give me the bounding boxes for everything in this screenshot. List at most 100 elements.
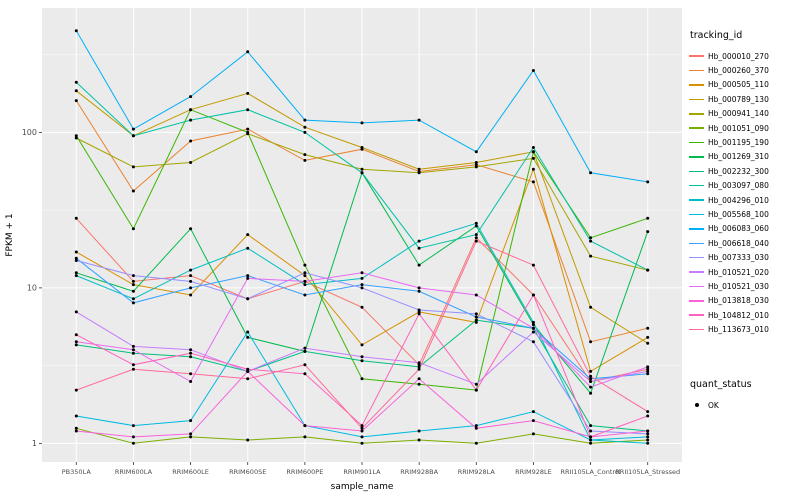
x-tick-label: RRIM600PE [286, 468, 323, 476]
data-point [246, 246, 250, 250]
legend-label: Hb_010521_020 [708, 267, 769, 277]
data-point [474, 239, 478, 243]
data-point [360, 276, 364, 280]
x-tick-label: RRIM901LA [343, 468, 381, 476]
data-point [531, 410, 535, 414]
data-point [74, 136, 78, 140]
data-point [589, 236, 593, 240]
data-point [189, 161, 193, 164]
legend-label: Hb_000260_370 [708, 66, 769, 76]
legend-label-ok: OK [708, 400, 719, 410]
data-point [74, 429, 78, 433]
data-point [303, 153, 307, 157]
data-point [303, 293, 307, 297]
legend-label: Hb_001269_310 [708, 152, 769, 162]
data-point [474, 424, 478, 428]
data-point [589, 239, 593, 243]
data-point [131, 283, 135, 287]
data-point [589, 385, 593, 389]
data-point [303, 279, 307, 283]
legend-label: Hb_004296_010 [708, 195, 769, 205]
legend-key-line-icon [688, 78, 705, 92]
data-point [417, 167, 421, 171]
data-point [531, 330, 535, 334]
data-point [131, 279, 135, 283]
legend-key-line-icon [688, 64, 705, 78]
data-point [474, 315, 478, 319]
data-point [131, 441, 135, 445]
data-point [303, 283, 307, 287]
legend-title-quant-status: quant_status [690, 378, 752, 390]
legend-item-Hb_006083_060: Hb_006083_060 [688, 222, 800, 236]
legend-label: Hb_007333_030 [708, 253, 769, 263]
data-point [246, 108, 250, 112]
data-point [74, 426, 78, 430]
data-point [131, 134, 135, 138]
data-point [589, 369, 593, 373]
data-point [360, 286, 364, 290]
data-point [131, 274, 135, 278]
data-point [589, 377, 593, 381]
data-point [360, 355, 364, 359]
legend-key-line-icon [688, 323, 705, 337]
data-point [189, 268, 193, 272]
data-point [646, 441, 650, 445]
legend-item-Hb_002232_300: Hb_002232_300 [688, 164, 800, 178]
data-point [131, 348, 135, 352]
data-point [360, 121, 364, 125]
legend-item-Hb_013818_030: Hb_013818_030 [688, 294, 800, 308]
data-point [246, 369, 250, 373]
data-point [131, 301, 135, 305]
data-point [131, 363, 135, 367]
x-tick-label: RRIM600LE [172, 468, 209, 476]
data-point [360, 429, 364, 433]
data-point [189, 139, 193, 143]
legend: tracking_id Hb_000010_270 Hb_000260_370 Hb… [688, 0, 800, 500]
data-point [531, 263, 535, 267]
data-point [246, 127, 250, 131]
data-point [417, 286, 421, 290]
data-point [646, 414, 650, 418]
data-point [417, 246, 421, 250]
data-point [360, 283, 364, 287]
y-axis-title: FPKM + 1 [5, 213, 15, 256]
data-point [189, 432, 193, 436]
data-point [360, 171, 364, 175]
data-point [360, 377, 364, 381]
x-tick-label: RRIM600LA [115, 468, 153, 476]
y-tick-label: 1 [32, 439, 37, 448]
data-point [646, 180, 650, 184]
data-point [589, 429, 593, 433]
data-point [474, 318, 478, 322]
data-point [531, 432, 535, 436]
legend-key-line-icon [688, 207, 705, 221]
legend-label: Hb_000941_140 [708, 109, 769, 119]
legend-key-point-icon [688, 398, 705, 412]
legend-item-Hb_004296_010: Hb_004296_010 [688, 193, 800, 207]
data-point [360, 343, 364, 347]
legend-key-line-icon [688, 265, 705, 279]
data-point [74, 256, 78, 260]
data-point [246, 50, 250, 54]
data-point [531, 320, 535, 324]
legend-label: Hb_104812_010 [708, 310, 769, 320]
data-point [303, 424, 307, 428]
legend-key-line-icon [688, 92, 705, 106]
legend-label: Hb_000505_110 [708, 80, 769, 90]
legend-key-line-icon [688, 164, 705, 178]
legend-item-Hb_000010_270: Hb_000010_270 [688, 49, 800, 63]
data-point [246, 377, 250, 381]
legend-item-Hb_001051_090: Hb_001051_090 [688, 121, 800, 135]
legend-series-items: Hb_000010_270 Hb_000260_370 Hb_000505_110 H… [688, 49, 800, 337]
data-point [589, 391, 593, 395]
legend-key-line-icon [688, 251, 705, 265]
legend-item-Hb_010521_020: Hb_010521_020 [688, 265, 800, 279]
legend-key-line-icon [688, 222, 705, 236]
legend-item-Hb_113673_010: Hb_113673_010 [688, 322, 800, 336]
data-point [360, 167, 364, 171]
legend-item-ok: OK [688, 398, 800, 412]
data-point [360, 146, 364, 149]
data-point [360, 426, 364, 430]
data-point [474, 441, 478, 445]
legend-label: Hb_001051_090 [708, 123, 769, 133]
